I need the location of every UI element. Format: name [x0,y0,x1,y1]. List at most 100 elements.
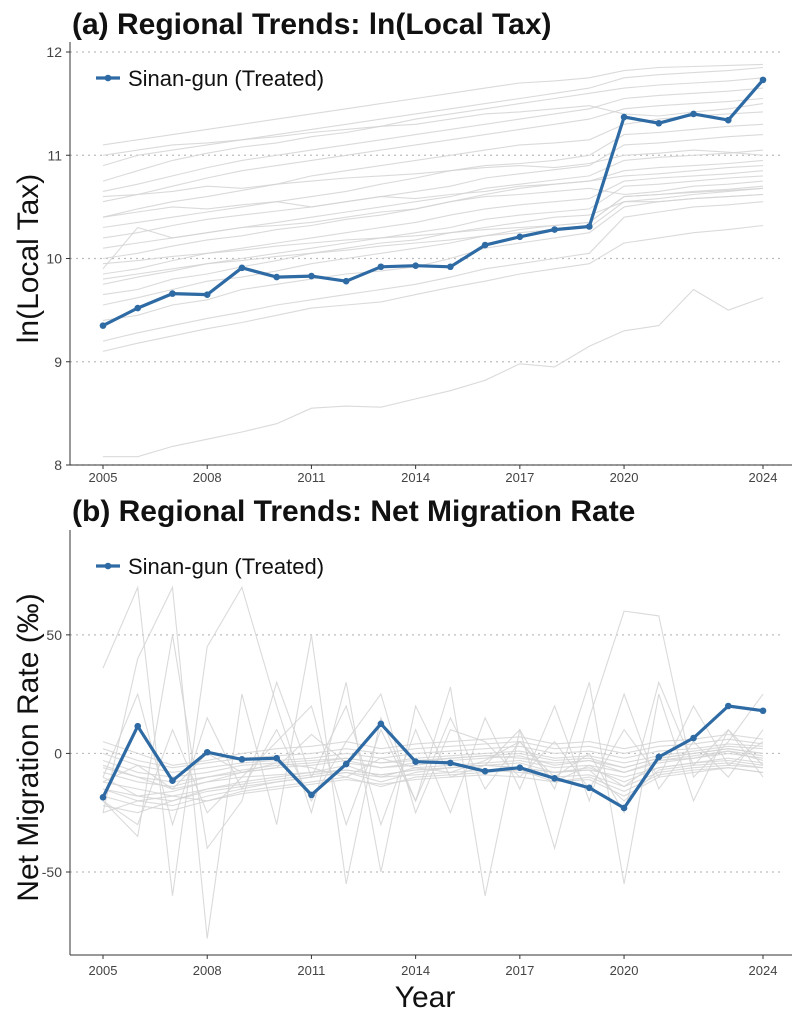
x-tick-label: 2011 [297,470,325,485]
treated-data-point [724,702,732,710]
x-tick-label: 2024 [749,470,778,485]
region-series-line [102,743,764,773]
treated-data-point [447,759,454,767]
region-series-line [102,193,764,321]
region-series-line [102,159,764,260]
region-series-line [102,123,764,229]
region-series-line [102,149,764,249]
panel-a-title: (a) Regional Trends: ln(Local Tax) [72,8,552,41]
region-series-line [102,63,764,146]
treated-data-point [238,756,246,763]
region-series-line [102,201,764,342]
treated-data-point [620,113,628,121]
treated-data-point [516,233,524,241]
y-tick-label: -50 [42,864,62,880]
treated-data-point [412,758,419,766]
treated-data-point [377,263,385,271]
region-series-line [102,738,764,769]
y-tick-label: 0 [54,745,62,761]
panel-a-chart: 8 9 10 11 12 2005 2008 2011 2014 2017 2020 2024 ln(L… [12,42,792,485]
treated-data-point [377,720,385,728]
y-tick-label: 10 [46,251,62,267]
treated-series-line [102,78,765,328]
treated-data-point [759,76,767,84]
x-tick-label: 2011 [297,963,325,978]
treated-data-point [690,734,697,742]
treated-data-point [586,223,593,230]
treated-data-point [308,791,315,799]
region-series-line [102,767,764,811]
x-tick-label: 2017 [505,470,534,485]
treated-data-point [203,291,211,298]
y-axis-label: ln(Local Tax) [12,174,45,344]
x-tick-label: 2014 [401,963,430,978]
treated-data-point [169,777,176,784]
region-series-line [102,585,764,896]
y-tick-label: 12 [46,44,62,60]
region-series-line [102,103,764,156]
treated-data-point [99,794,107,801]
region-series-line [102,149,764,198]
region-series-line [102,585,764,939]
treated-data-point [516,764,524,771]
treated-data-point [481,767,489,775]
treated-data-point [551,226,558,233]
x-axis-label: Year [395,981,456,1014]
x-tick-label: 2005 [89,963,118,978]
treated-data-point [481,241,489,249]
panel-b-title: (b) Regional Trends: Net Migration Rate [72,495,636,528]
treated-data-point [724,116,732,124]
x-tick-label: 2005 [89,470,118,485]
region-series-line [102,187,764,296]
treated-data-point [655,753,663,761]
x-tick-label: 2017 [505,963,534,978]
region-series-line [102,762,764,814]
treated-data-point [447,263,454,271]
region-series-line [102,111,764,218]
treated-data-point [551,775,558,782]
region-series-line [102,97,764,203]
region-series-line [102,748,764,783]
treated-data-point [620,804,628,812]
panel-b-chart: -50 0 50 2005 2008 2011 2014 2017 2020 2024 Net Mi… [12,530,792,1014]
treated-data-point [238,264,246,272]
legend-label: Sinan-gun (Treated) [128,66,324,91]
treated-data-point [690,110,697,118]
treated-data-point [759,707,767,715]
treated-data-point [655,119,663,127]
x-tick-label: 2014 [401,470,430,485]
region-series-line [102,745,764,778]
treated-data-point [134,722,142,730]
treated-data-point [342,277,350,285]
y-tick-label: 9 [54,354,62,370]
region-series-line [102,66,764,167]
y-tick-label: 50 [46,627,62,643]
treated-data-point [99,322,107,329]
x-tick-label: 2020 [610,963,639,978]
region-series-line [102,175,764,285]
region-series-line [102,77,764,182]
treated-data-point [169,290,176,297]
treated-data-point [203,748,211,756]
legend-point-swatch [104,74,112,82]
region-series-line [102,733,764,766]
region-series-line [102,134,764,239]
x-tick-label: 2008 [193,470,222,485]
treated-data-point [586,784,593,792]
region-series-line [102,224,764,352]
x-tick-label: 2024 [749,963,778,978]
region-series-line [103,288,764,458]
y-tick-label: 11 [47,147,62,163]
treated-data-point [273,754,280,762]
treated-data-point [342,760,350,768]
region-series-line [102,165,764,218]
legend-label: Sinan-gun (Treated) [128,554,324,579]
legend-point-swatch [104,562,112,570]
region-series-line [102,185,764,306]
treated-data-point [412,262,419,270]
x-tick-label: 2008 [193,963,222,978]
region-series-line [102,87,764,192]
region-series-line [102,193,764,280]
treated-data-point [273,273,280,281]
